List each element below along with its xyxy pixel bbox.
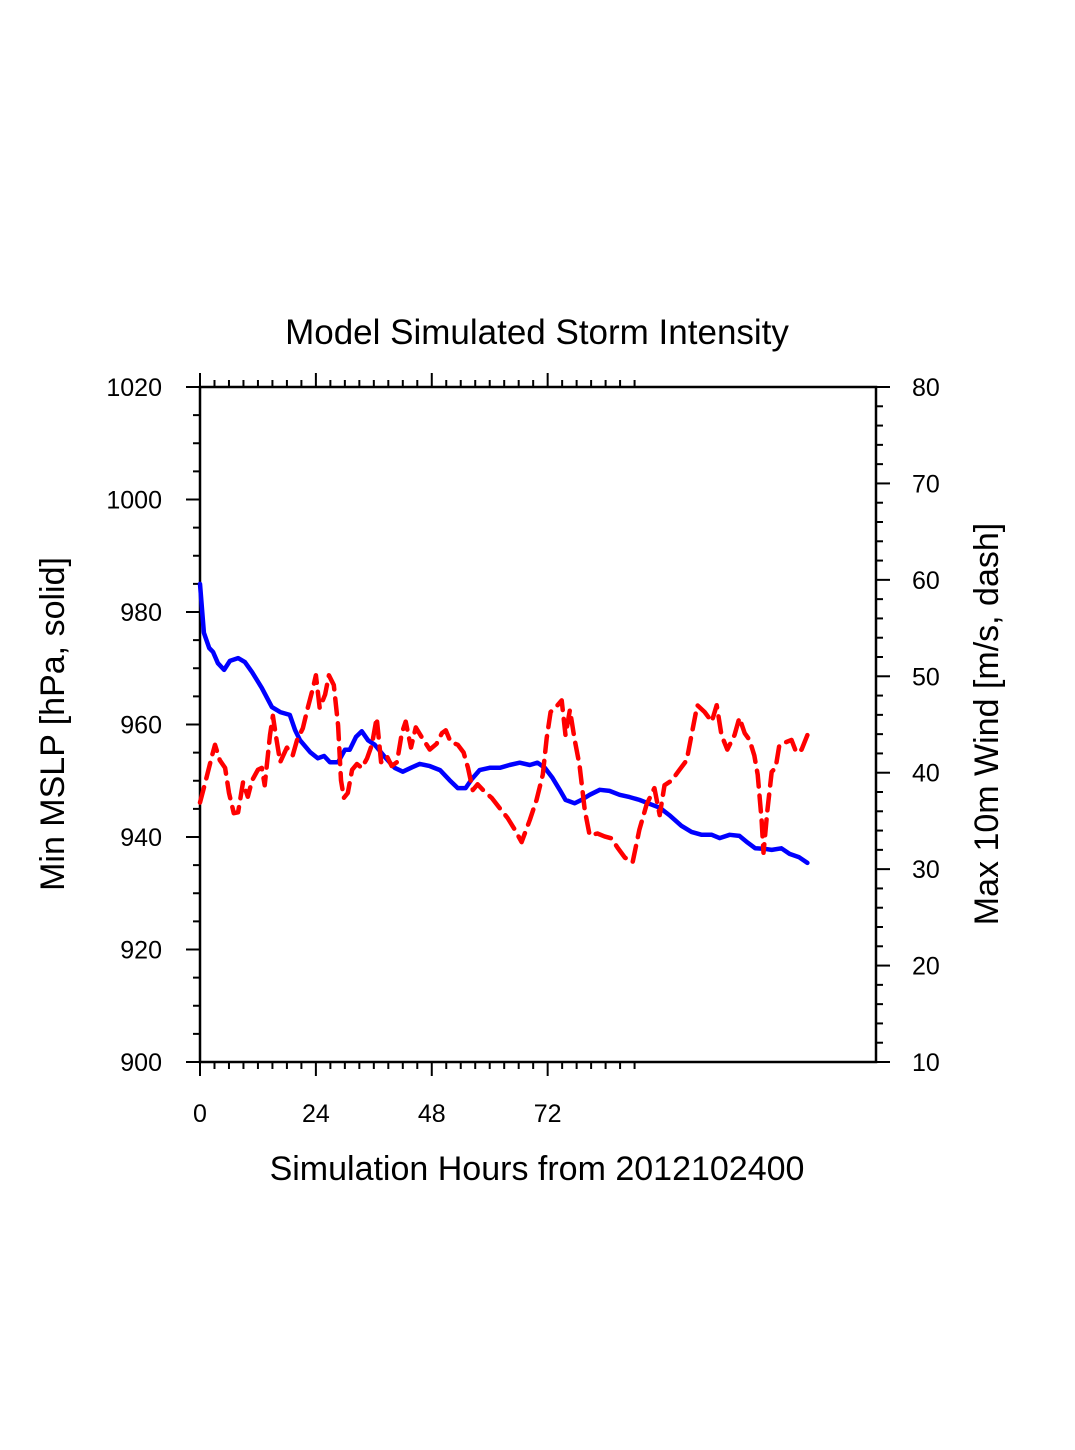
y-left-tick-label: 940 — [120, 824, 162, 852]
y-left-tick-label: 960 — [120, 712, 162, 740]
x-axis-label: Simulation Hours from 2012102400 — [270, 1150, 805, 1188]
y-left-tick-label: 900 — [120, 1049, 162, 1077]
x-tick-label: 48 — [418, 1100, 446, 1128]
y-left-tick-label: 920 — [120, 937, 162, 965]
x-tick-label: 24 — [302, 1100, 330, 1128]
y-left-tick-label: 1000 — [106, 487, 162, 515]
x-tick-label: 72 — [534, 1100, 562, 1128]
min-mslp-line — [197, 581, 810, 866]
y-right-tick-label: 80 — [912, 374, 940, 402]
y-right-tick-label: 30 — [912, 856, 940, 884]
x-tick-label: 0 — [193, 1100, 207, 1128]
y-left-tick-label: 1020 — [106, 374, 162, 402]
y-left-tick-label: 980 — [120, 599, 162, 627]
tick-labels-group: 0 24 48 72900920940960980100010201020304050… — [106, 374, 939, 1128]
y-right-tick-label: 40 — [912, 760, 940, 788]
ticks-group — [186, 373, 890, 1076]
series-group — [197, 581, 810, 866]
y-right-tick-label: 10 — [912, 1049, 940, 1077]
chart-title: Model Simulated Storm Intensity — [285, 313, 789, 352]
y-right-tick-label: 20 — [912, 953, 940, 981]
max-wind-line — [197, 673, 810, 865]
y-axis-label-right: Max 10m Wind [m/s, dash] — [968, 523, 1006, 925]
axes-group — [198, 385, 878, 1064]
plot-frame — [198, 385, 878, 1064]
y-right-tick-label: 50 — [912, 663, 940, 691]
y-right-tick-label: 70 — [912, 470, 940, 498]
y-axis-label-left: Min MSLP [hPa, solid] — [34, 557, 72, 891]
y-right-tick-label: 60 — [912, 567, 940, 595]
